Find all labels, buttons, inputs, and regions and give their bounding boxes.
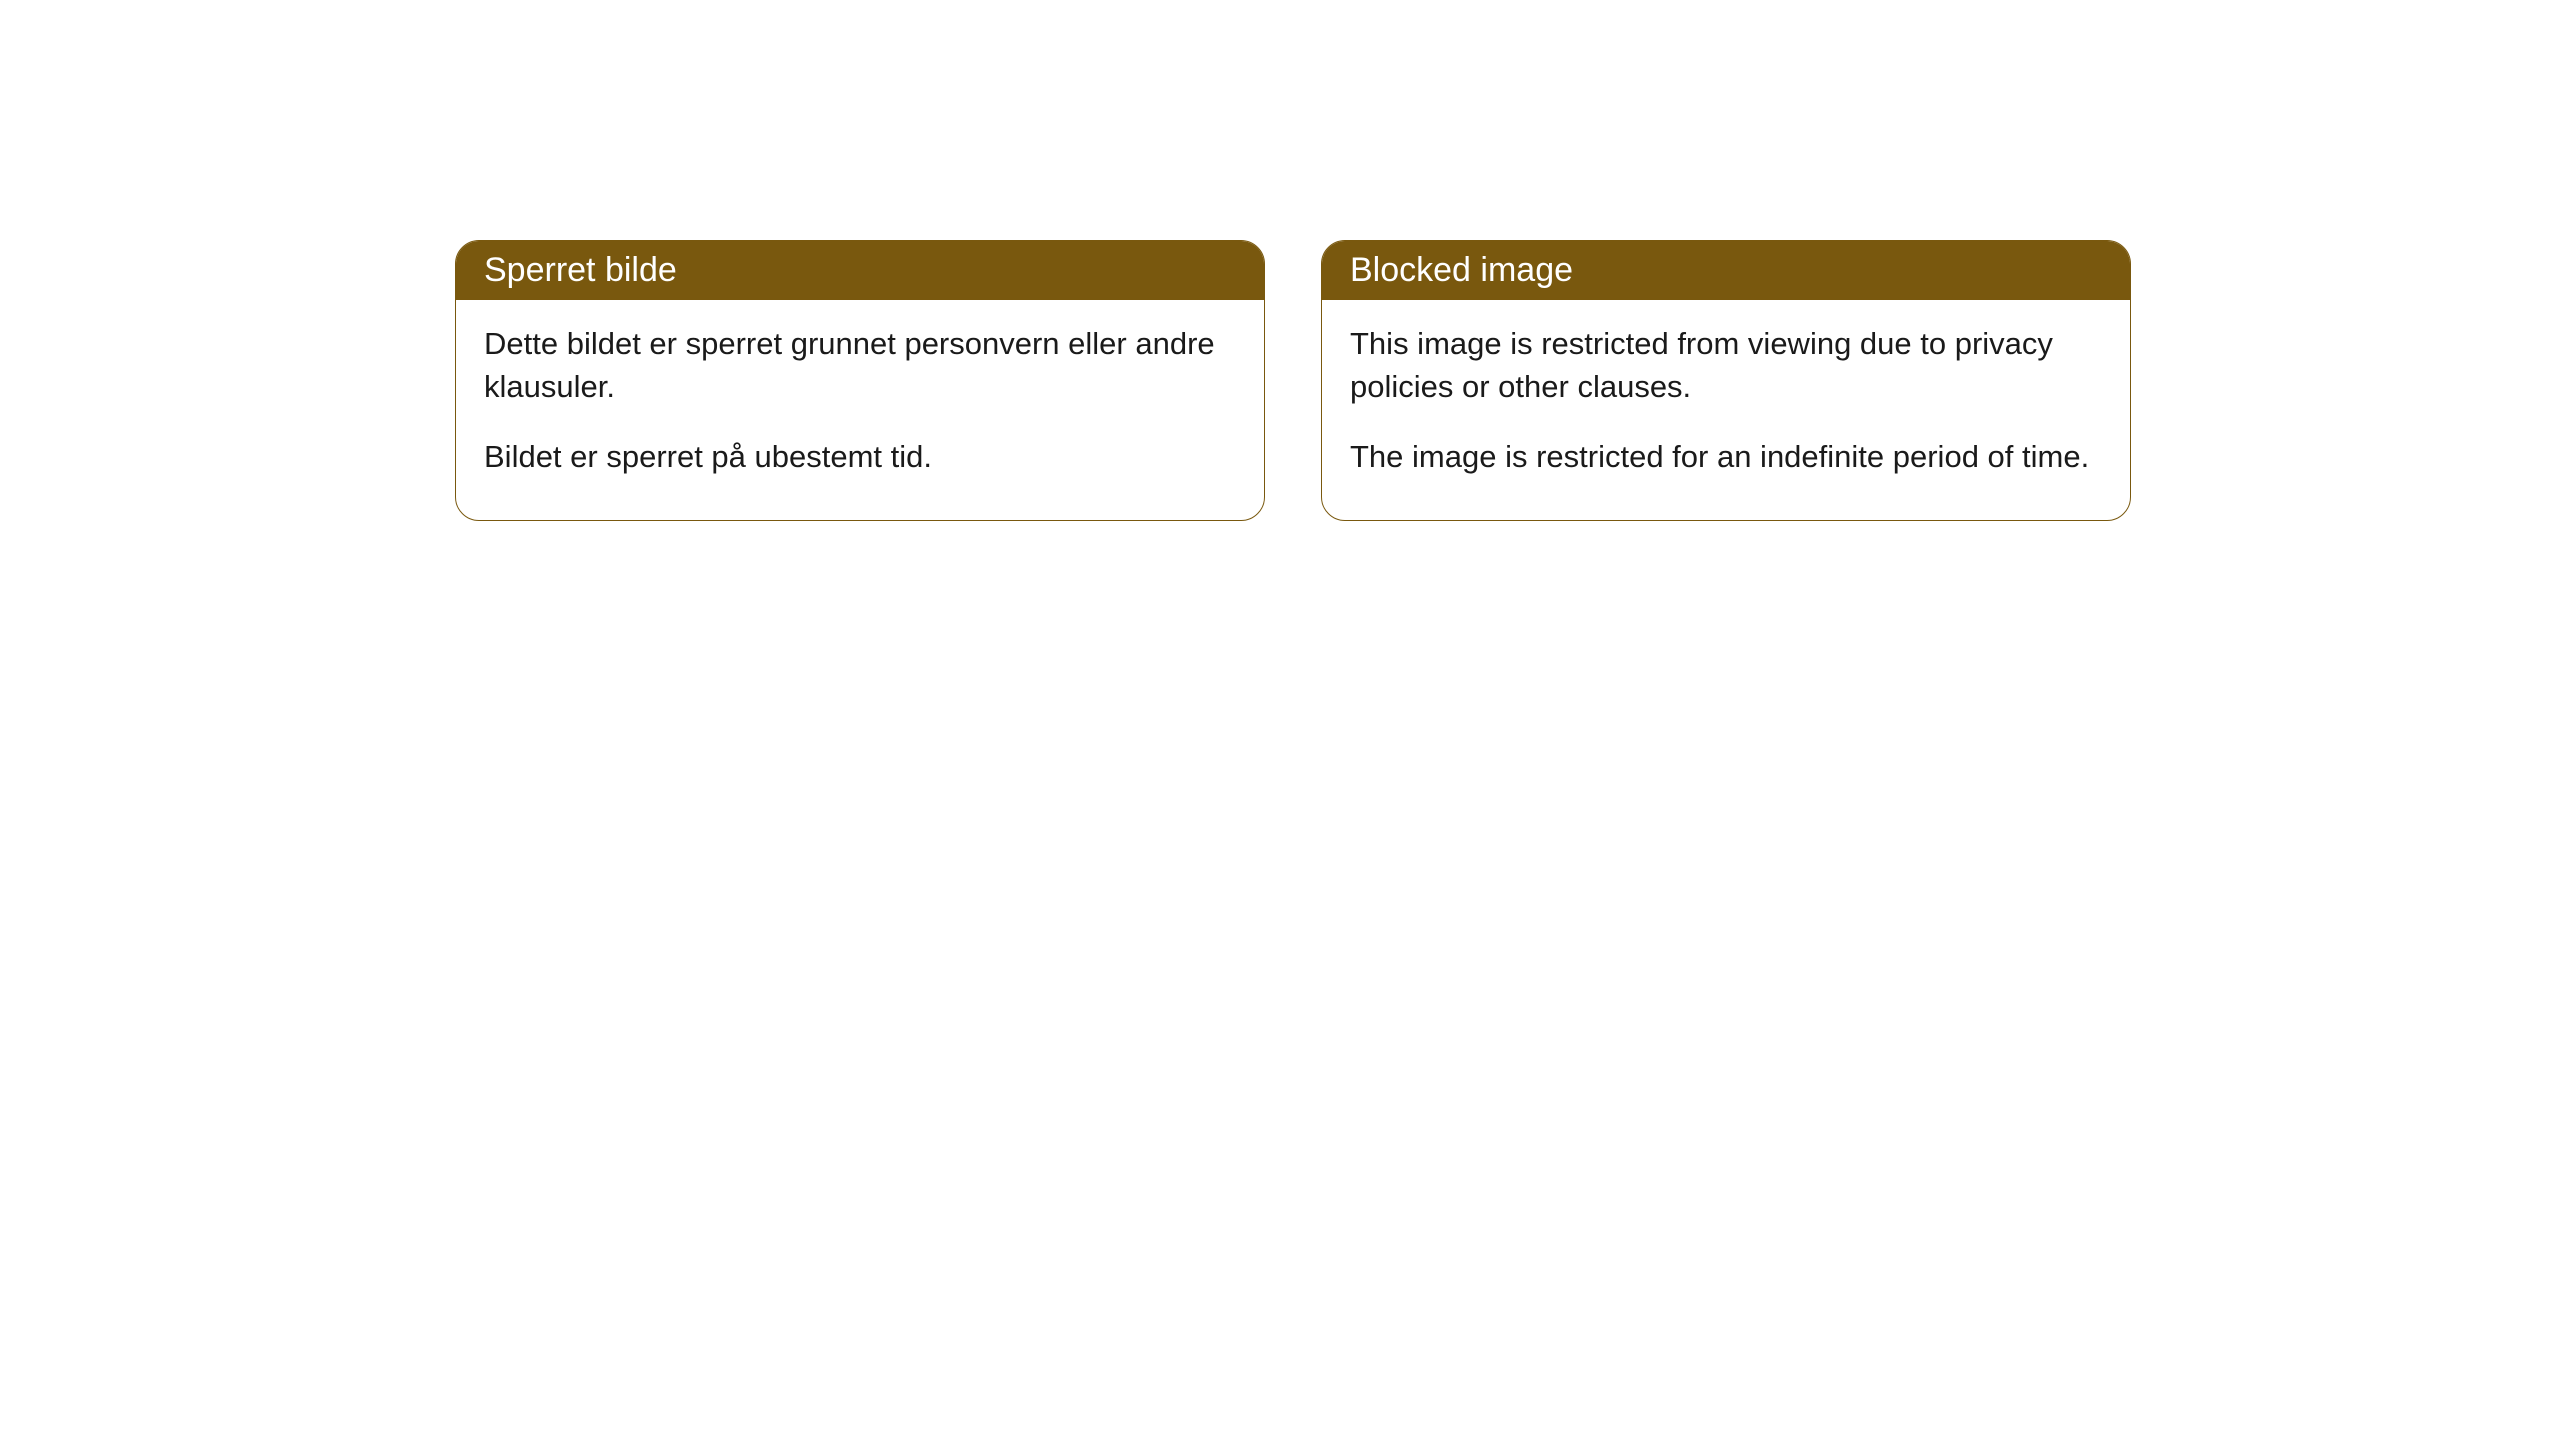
- card-paragraph: Dette bildet er sperret grunnet personve…: [484, 322, 1236, 409]
- card-title: Sperret bilde: [484, 251, 677, 289]
- card-paragraph: This image is restricted from viewing du…: [1350, 322, 2102, 409]
- card-header: Sperret bilde: [456, 241, 1264, 300]
- card-header: Blocked image: [1322, 241, 2130, 300]
- card-body: Dette bildet er sperret grunnet personve…: [456, 300, 1264, 520]
- card-paragraph: The image is restricted for an indefinit…: [1350, 435, 2102, 478]
- notice-cards-container: Sperret bilde Dette bildet er sperret gr…: [455, 240, 2131, 521]
- notice-card-english: Blocked image This image is restricted f…: [1321, 240, 2131, 521]
- card-paragraph: Bildet er sperret på ubestemt tid.: [484, 435, 1236, 478]
- card-title: Blocked image: [1350, 251, 1573, 289]
- card-body: This image is restricted from viewing du…: [1322, 300, 2130, 520]
- notice-card-norwegian: Sperret bilde Dette bildet er sperret gr…: [455, 240, 1265, 521]
